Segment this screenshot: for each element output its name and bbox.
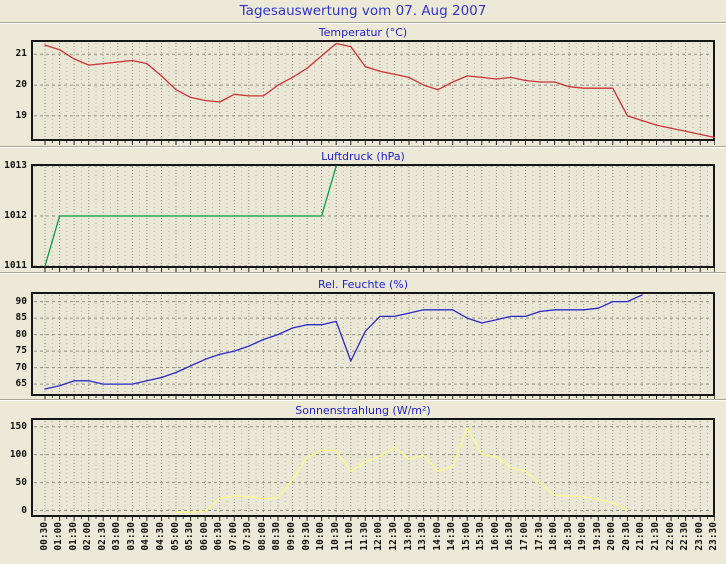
y-tick-label: 21 bbox=[15, 48, 27, 60]
y-tick-label: 90 bbox=[15, 295, 27, 307]
y-tick-label: 65 bbox=[15, 378, 27, 390]
x-tick-label: 16:30 bbox=[504, 522, 516, 551]
chart-panel-sonnenstrahlung: Sonnenstrahlung (W/m²) 0 50 100 150 bbox=[0, 404, 726, 521]
x-tick-label: 06:00 bbox=[198, 522, 210, 551]
x-tick-label: 19:00 bbox=[577, 522, 589, 551]
x-tick-label: 06:30 bbox=[213, 522, 225, 551]
x-tick-label: 23:00 bbox=[693, 522, 705, 551]
x-tick-label: 17:00 bbox=[518, 522, 530, 551]
chart-panel-temperatur: Temperatur (°C) 19 20 21 bbox=[0, 26, 726, 145]
x-tick-label: 23:30 bbox=[708, 522, 720, 551]
chart-panel-feuchte: Rel. Feuchte (%) 65 70 75 80 85 90 bbox=[0, 278, 726, 401]
x-tick-label: 11:30 bbox=[358, 522, 370, 551]
chart-title-feuchte: Rel. Feuchte (%) bbox=[317, 278, 409, 291]
page-title: Tagesauswertung vom 07. Aug 2007 bbox=[239, 3, 487, 19]
x-tick-label: 22:00 bbox=[664, 522, 676, 551]
x-tick-label: 20:00 bbox=[606, 522, 618, 551]
x-tick-label: 00:30 bbox=[38, 522, 50, 551]
y-tick-label: 1013 bbox=[4, 160, 27, 171]
y-tick-label: 1012 bbox=[4, 210, 27, 221]
chart-title-sonnenstrahlung: Sonnenstrahlung (W/m²) bbox=[295, 404, 431, 417]
x-tick-label: 21:00 bbox=[635, 522, 647, 551]
x-tick-label: 08:30 bbox=[271, 522, 283, 551]
plot-area-sonnenstrahlung bbox=[31, 418, 715, 522]
y-tick-label: 50 bbox=[15, 476, 27, 488]
separator bbox=[0, 146, 726, 148]
x-tick-label: 12:30 bbox=[387, 522, 399, 551]
separator bbox=[0, 399, 726, 401]
x-tick-label: 14:30 bbox=[446, 522, 458, 551]
x-tick-label: 08:00 bbox=[256, 522, 268, 551]
y-tick-label: 19 bbox=[15, 109, 27, 121]
y-tick-label: 20 bbox=[15, 79, 27, 91]
x-tick-label: 13:00 bbox=[402, 522, 414, 551]
x-tick-label: 12:00 bbox=[373, 522, 385, 551]
x-tick-label: 11:00 bbox=[344, 522, 356, 551]
x-tick-label: 13:30 bbox=[417, 522, 429, 551]
y-tick-label: 150 bbox=[9, 420, 27, 432]
y-tick-label: 70 bbox=[15, 361, 27, 373]
x-tick-label: 05:30 bbox=[184, 522, 196, 551]
x-tick-label: 04:00 bbox=[140, 522, 152, 551]
x-tick-label: 17:30 bbox=[533, 522, 545, 551]
plot-area-luftdruck bbox=[31, 164, 715, 273]
x-tick-label: 05:00 bbox=[169, 522, 181, 551]
x-tick-label: 04:30 bbox=[154, 522, 166, 551]
x-tick-label: 14:00 bbox=[431, 522, 443, 551]
x-tick-label: 02:00 bbox=[82, 522, 94, 551]
x-tick-label: 22:30 bbox=[679, 522, 691, 551]
x-tick-label: 09:00 bbox=[286, 522, 298, 551]
x-tick-label: 10:00 bbox=[315, 522, 327, 551]
x-tick-label: 02:30 bbox=[96, 522, 108, 551]
x-tick-label: 07:30 bbox=[242, 522, 254, 551]
x-tick-label: 15:00 bbox=[460, 522, 472, 551]
x-tick-label: 01:00 bbox=[53, 522, 65, 551]
x-tick-label: 19:30 bbox=[591, 522, 603, 551]
x-tick-label: 15:30 bbox=[475, 522, 487, 551]
x-tick-label: 09:30 bbox=[300, 522, 312, 551]
chart-title-luftdruck: Luftdruck (hPa) bbox=[321, 150, 405, 163]
x-tick-label: 03:00 bbox=[111, 522, 123, 551]
x-tick-label: 21:30 bbox=[650, 522, 662, 551]
chart-title-temperatur: Temperatur (°C) bbox=[318, 26, 408, 39]
x-tick-label: 03:30 bbox=[125, 522, 137, 551]
plot-area-temperatur bbox=[31, 40, 715, 146]
x-tick-label: 01:30 bbox=[67, 522, 79, 551]
x-tick-label: 10:30 bbox=[329, 522, 341, 551]
x-tick-label: 18:30 bbox=[562, 522, 574, 551]
x-tick-label: 20:30 bbox=[620, 522, 632, 551]
y-tick-label: 0 bbox=[21, 504, 27, 516]
y-tick-label: 75 bbox=[15, 345, 27, 357]
x-tick-label: 18:00 bbox=[548, 522, 560, 551]
x-tick-label: 16:00 bbox=[489, 522, 501, 551]
y-tick-label: 100 bbox=[9, 448, 27, 460]
plot-area-feuchte bbox=[31, 292, 715, 401]
separator bbox=[0, 272, 726, 274]
x-axis-labels: 00:30 01:00 01:30 02:00 02:30 03:00 03:30 04:00… bbox=[0, 518, 726, 564]
separator bbox=[0, 22, 726, 24]
y-tick-label: 1011 bbox=[4, 260, 27, 271]
x-tick-label: 07:00 bbox=[227, 522, 239, 551]
chart-panel-luftdruck: Luftdruck (hPa) 1011 1012 1013 bbox=[0, 150, 726, 272]
y-tick-label: 80 bbox=[15, 328, 27, 340]
y-tick-label: 85 bbox=[15, 312, 27, 324]
